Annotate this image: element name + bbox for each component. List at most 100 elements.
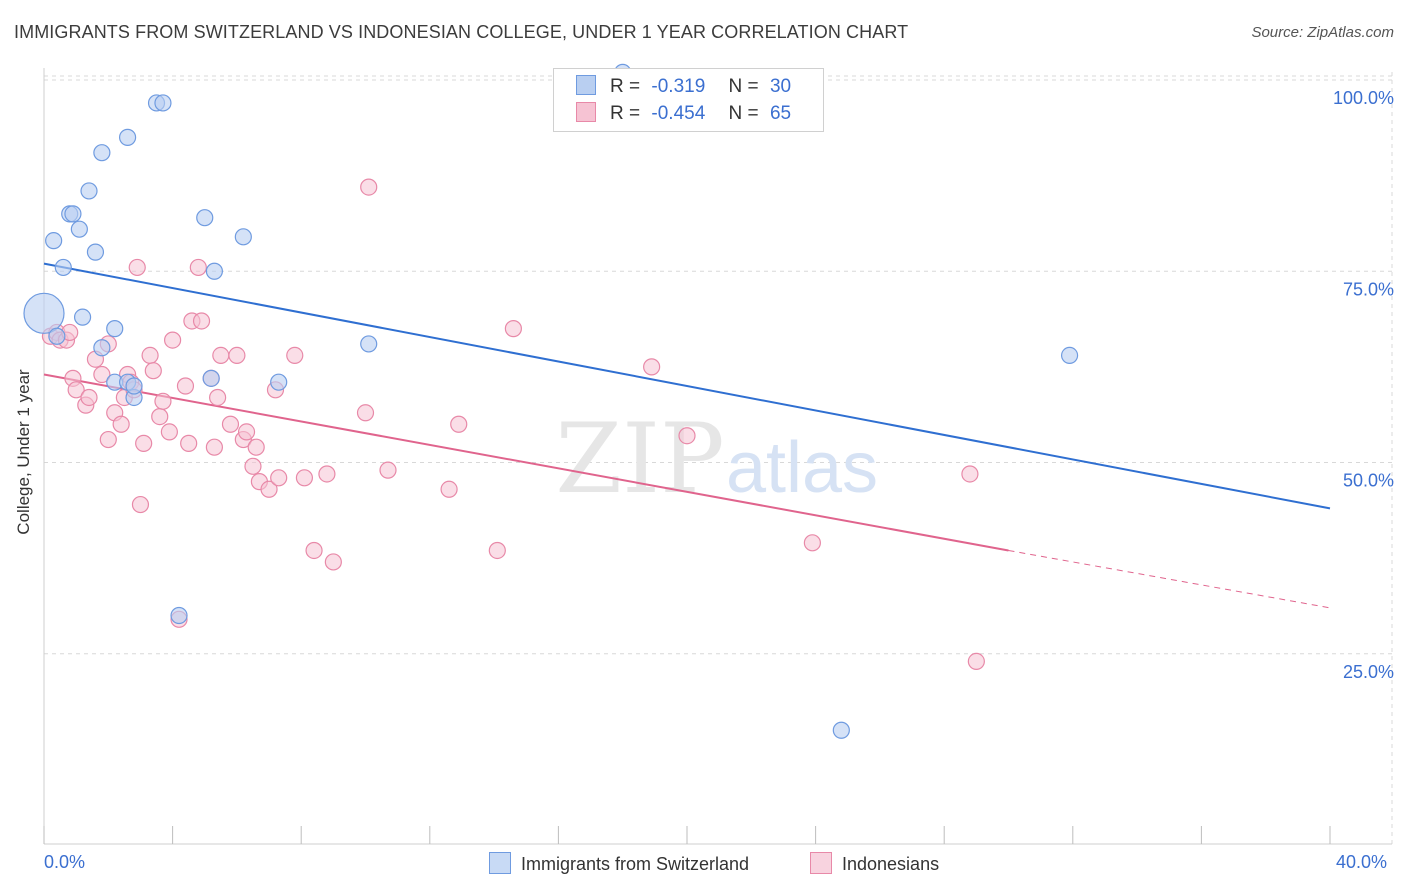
trend-line-switzerland: [43, 262, 1331, 510]
watermark: ZIP atlas: [555, 403, 878, 515]
point-indonesians: [112, 415, 130, 433]
point-indonesians: [189, 258, 207, 277]
point-indonesians: [803, 534, 821, 552]
r-label: R =: [610, 76, 641, 97]
point-switzerland: [23, 292, 65, 334]
point-switzerland: [64, 205, 82, 223]
watermark-zip: ZIP: [555, 403, 724, 515]
watermark-atlas: atlas: [726, 428, 878, 508]
point-indonesians: [305, 541, 323, 560]
point-switzerland: [360, 335, 378, 353]
legend-label: Indonesians: [842, 854, 940, 874]
point-switzerland: [154, 94, 172, 112]
point-indonesians: [228, 346, 246, 364]
point-indonesians: [160, 423, 178, 441]
point-indonesians: [99, 430, 117, 449]
point-indonesians: [678, 427, 696, 445]
point-switzerland: [196, 209, 214, 227]
axes: [43, 68, 1392, 845]
point-indonesians: [286, 346, 304, 364]
n-label: N =: [728, 76, 759, 97]
y-tick-label: 50.0%: [1343, 471, 1394, 491]
point-indonesians: [244, 457, 262, 475]
point-indonesians: [164, 331, 182, 349]
point-indonesians: [360, 178, 378, 196]
trend-line-indonesians: [43, 373, 1009, 552]
x-tick-label-min: 0.0%: [44, 852, 86, 872]
point-indonesians: [324, 553, 342, 571]
point-switzerland: [48, 327, 66, 345]
stats-legend-row-blue: R = -0.319 N = 30: [576, 75, 791, 101]
y-tick-labels: 25.0% 50.0% 75.0% 100.0%: [1333, 88, 1394, 682]
grid-lines: [44, 72, 1393, 844]
point-switzerland: [45, 232, 63, 250]
point-indonesians: [154, 392, 172, 410]
point-switzerland: [93, 339, 111, 357]
point-indonesians: [212, 346, 230, 364]
point-indonesians: [356, 404, 375, 422]
legend-item-indonesians[interactable]: Indonesians: [810, 852, 939, 875]
point-indonesians: [221, 415, 240, 433]
point-indonesians: [237, 423, 256, 441]
point-switzerland: [170, 606, 188, 625]
point-indonesians: [93, 365, 111, 384]
chart-title: IMMIGRANTS FROM SWITZERLAND VS INDONESIA…: [14, 22, 909, 42]
point-indonesians: [135, 434, 153, 452]
point-indonesians: [247, 438, 265, 456]
point-switzerland: [70, 220, 88, 238]
point-indonesians: [295, 469, 314, 487]
point-indonesians: [67, 381, 85, 399]
point-indonesians: [80, 388, 98, 407]
pink-swatch: [576, 102, 596, 122]
point-indonesians: [260, 480, 278, 498]
x-tick-label-max: 40.0%: [1336, 852, 1388, 872]
trend-lines: [43, 262, 1331, 609]
point-indonesians: [967, 652, 985, 671]
point-switzerland: [832, 721, 850, 739]
y-tick-label: 75.0%: [1343, 279, 1394, 299]
y-axis-label-wrap: College, Under 1 year: [4, 369, 44, 534]
stats-legend-row-pink: R = -0.454 N = 65: [576, 102, 791, 128]
n-label: N =: [728, 103, 759, 124]
point-indonesians: [131, 495, 150, 514]
point-switzerland: [270, 373, 288, 391]
r-label: R =: [610, 103, 641, 124]
point-switzerland: [93, 144, 111, 162]
point-indonesians: [504, 320, 522, 338]
point-switzerland: [80, 182, 98, 200]
point-indonesians: [488, 541, 506, 560]
point-switzerland: [86, 243, 105, 261]
point-indonesians: [176, 377, 195, 395]
point-indonesians: [128, 258, 146, 277]
scatter-points: [23, 63, 1079, 739]
point-switzerland: [118, 128, 137, 146]
point-switzerland: [54, 258, 72, 277]
y-tick-label: 100.0%: [1333, 88, 1394, 108]
point-indonesians: [440, 480, 458, 498]
point-switzerland: [1060, 346, 1079, 364]
point-switzerland: [106, 320, 124, 338]
stats-legend: R = -0.319 N = 30 R = -0.454 N = 65: [553, 68, 824, 132]
n-value: 65: [769, 103, 792, 124]
point-switzerland: [202, 369, 220, 387]
y-axis-label: College, Under 1 year: [14, 369, 33, 535]
point-indonesians: [270, 469, 288, 487]
point-indonesians: [144, 362, 162, 380]
n-value: 30: [769, 76, 792, 97]
legend-swatch-pink: [810, 852, 832, 874]
point-indonesians: [205, 438, 223, 456]
point-switzerland: [205, 262, 223, 280]
r-value: -0.319: [651, 76, 706, 97]
point-indonesians: [180, 434, 198, 452]
trend-extension-indonesians: [1008, 549, 1331, 609]
legend-label: Immigrants from Switzerland: [521, 854, 750, 874]
point-indonesians: [151, 408, 169, 426]
point-indonesians: [643, 358, 661, 376]
point-indonesians: [379, 461, 397, 479]
point-switzerland: [125, 377, 143, 395]
point-indonesians: [209, 388, 227, 407]
legend-item-switzerland[interactable]: Immigrants from Switzerland: [489, 852, 749, 875]
r-value: -0.454: [651, 103, 706, 124]
point-switzerland: [73, 308, 92, 326]
